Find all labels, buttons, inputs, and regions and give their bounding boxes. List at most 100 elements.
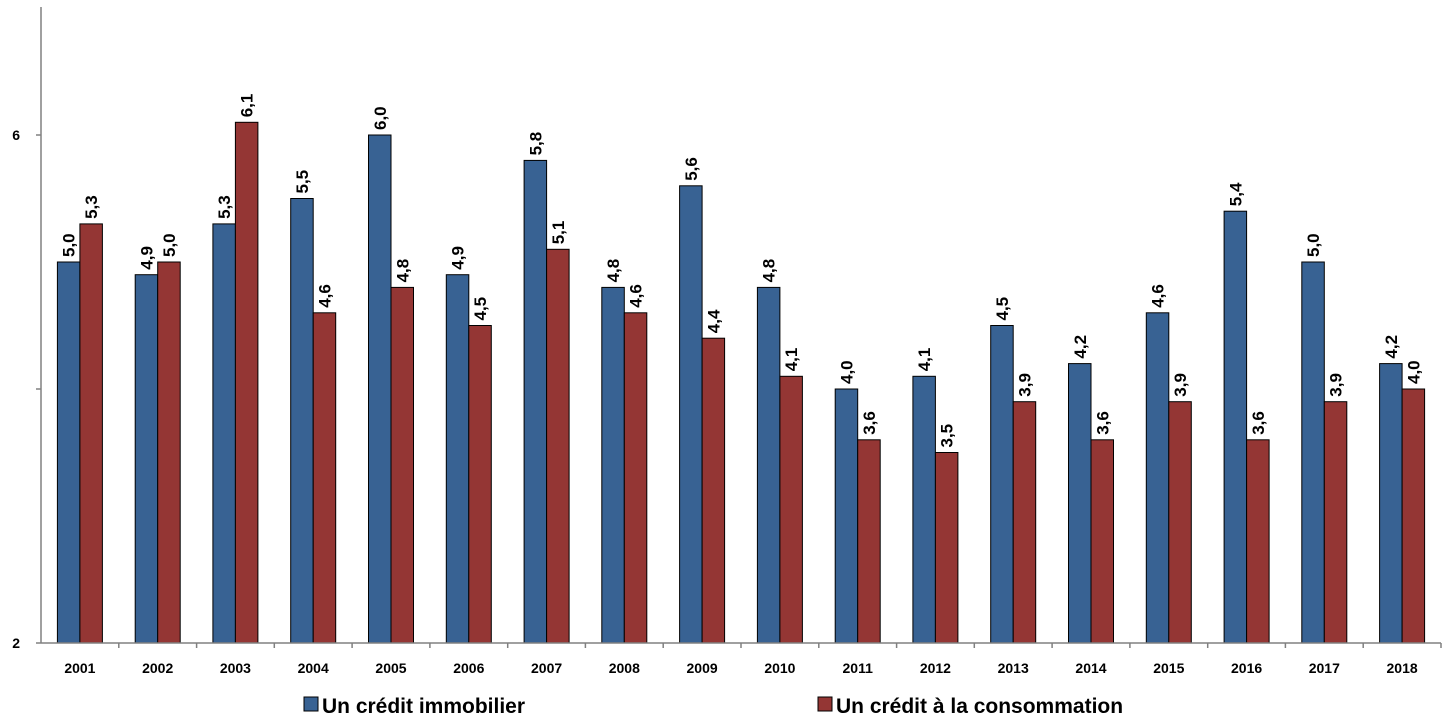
data-label-immobilier-2014: 4,2 [1071, 335, 1090, 359]
data-label-immobilier-2007: 5,8 [526, 132, 545, 156]
data-label-immobilier-2003: 5,3 [215, 195, 234, 219]
data-label-immobilier-2009: 5,6 [682, 157, 701, 181]
x-tick-label-2008: 2008 [609, 660, 640, 676]
bar-consommation-2001 [79, 223, 103, 644]
data-label-immobilier-2001: 5,0 [60, 233, 79, 257]
bar-immobilier-2010 [756, 286, 781, 644]
data-label-consommation-2002: 5,0 [160, 233, 179, 257]
data-label-consommation-2014: 3,6 [1093, 411, 1112, 435]
bar-immobilier-2005 [368, 134, 392, 644]
data-label-immobilier-2002: 4,9 [137, 246, 156, 270]
bar-immobilier-2011 [834, 388, 859, 644]
x-tick-label-2003: 2003 [220, 660, 251, 676]
bar-immobilier-2003 [212, 223, 236, 644]
data-labels-layer: 5,05,34,95,05,36,15,54,66,04,84,94,55,85… [60, 94, 1424, 448]
bar-consommation-2016 [1246, 439, 1270, 644]
legend-swatch-consommation [817, 696, 833, 712]
legend-swatch-immobilier [303, 696, 319, 712]
bar-immobilier-2012 [912, 375, 936, 644]
x-tick-label-2014: 2014 [1075, 660, 1106, 676]
bar-immobilier-2016 [1223, 210, 1248, 644]
x-tick-label-2004: 2004 [298, 660, 329, 676]
data-label-consommation-2009: 4,4 [704, 309, 723, 333]
data-label-immobilier-2016: 5,4 [1226, 182, 1245, 206]
x-tick-label-2009: 2009 [687, 660, 718, 676]
data-label-immobilier-2013: 4,5 [993, 297, 1012, 321]
bar-immobilier-2006 [445, 274, 470, 644]
data-label-consommation-2013: 3,9 [1016, 373, 1035, 397]
x-tick-label-2011: 2011 [843, 660, 874, 676]
bar-consommation-2004 [312, 312, 337, 644]
data-label-consommation-2016: 3,6 [1249, 411, 1268, 435]
data-label-immobilier-2004: 5,5 [293, 170, 312, 194]
x-tick-label-2017: 2017 [1309, 660, 1340, 676]
data-label-immobilier-2011: 4,0 [837, 360, 856, 384]
data-label-immobilier-2008: 4,8 [604, 259, 623, 283]
data-label-consommation-2007: 5,1 [549, 221, 568, 245]
x-tick-label-2018: 2018 [1387, 660, 1418, 676]
data-label-immobilier-2018: 4,2 [1382, 335, 1401, 359]
data-label-consommation-2001: 5,3 [82, 195, 101, 219]
x-tick-label-2006: 2006 [453, 660, 484, 676]
bar-immobilier-2004 [290, 198, 314, 644]
x-tick-label-2016: 2016 [1231, 660, 1262, 676]
bar-consommation-2009 [701, 337, 726, 644]
x-tick-label-2015: 2015 [1153, 660, 1184, 676]
bar-consommation-2011 [857, 439, 881, 644]
data-label-consommation-2003: 6,1 [238, 94, 257, 118]
bar-immobilier-2009 [679, 185, 703, 644]
data-label-consommation-2005: 4,8 [393, 259, 412, 283]
x-tick-label-2007: 2007 [531, 660, 562, 676]
bar-immobilier-2007 [523, 159, 548, 644]
bar-immobilier-2013 [990, 325, 1014, 644]
bar-immobilier-2008 [601, 286, 625, 644]
bar-consommation-2006 [468, 325, 492, 644]
data-label-consommation-2008: 4,6 [627, 284, 646, 308]
x-tick-label-2010: 2010 [764, 660, 795, 676]
data-label-consommation-2015: 3,9 [1171, 373, 1190, 397]
bar-consommation-2013 [1012, 401, 1037, 644]
y-tick-label-2: 2 [12, 635, 20, 651]
x-tick-label-2002: 2002 [142, 660, 173, 676]
x-tick-label-2001: 2001 [64, 660, 95, 676]
bar-consommation-2007 [546, 248, 570, 644]
data-label-immobilier-2005: 6,0 [371, 106, 390, 130]
data-label-consommation-2012: 3,5 [938, 424, 957, 448]
bar-immobilier-2017 [1301, 261, 1325, 644]
bar-consommation-2008 [623, 312, 648, 644]
bar-consommation-2018 [1401, 388, 1426, 644]
data-label-consommation-2004: 4,6 [316, 284, 335, 308]
data-label-immobilier-2015: 4,6 [1149, 284, 1168, 308]
legend: Un crédit immobilier Un crédit à la cons… [303, 695, 1123, 717]
data-label-immobilier-2006: 4,9 [449, 246, 468, 270]
bar-immobilier-2018 [1379, 363, 1403, 644]
x-tick-label-2013: 2013 [998, 660, 1029, 676]
x-tick-label-2012: 2012 [920, 660, 951, 676]
bars-layer [56, 121, 1426, 644]
bar-immobilier-2002 [134, 274, 159, 644]
bar-consommation-2002 [157, 261, 181, 644]
legend-label-immobilier: Un crédit immobilier [322, 695, 525, 717]
bar-consommation-2012 [934, 452, 959, 644]
data-label-consommation-2018: 4,0 [1404, 360, 1423, 384]
bar-consommation-2005 [390, 286, 414, 644]
x-tick-label-2005: 2005 [375, 660, 406, 676]
data-label-immobilier-2017: 5,0 [1304, 233, 1323, 257]
data-label-consommation-2006: 4,5 [471, 297, 490, 321]
bar-consommation-2014 [1090, 439, 1114, 644]
bar-consommation-2017 [1323, 401, 1348, 644]
data-label-consommation-2011: 3,6 [860, 411, 879, 435]
bar-immobilier-2001 [56, 261, 81, 644]
bar-immobilier-2014 [1068, 363, 1092, 644]
y-tick-label-6: 6 [12, 127, 20, 143]
legend-label-consommation: Un crédit à la consommation [836, 695, 1123, 717]
bar-consommation-2010 [779, 375, 803, 644]
bar-consommation-2015 [1168, 401, 1192, 644]
bar-consommation-2003 [234, 121, 259, 644]
x-tick-layer: 2001 2002 2003 2004 2005 2006 2007 2008 2009 2010… [64, 643, 1442, 676]
bar-immobilier-2015 [1145, 312, 1170, 644]
data-label-consommation-2017: 3,9 [1327, 373, 1346, 397]
data-label-immobilier-2012: 4,1 [915, 348, 934, 372]
data-label-immobilier-2010: 4,8 [760, 259, 779, 283]
